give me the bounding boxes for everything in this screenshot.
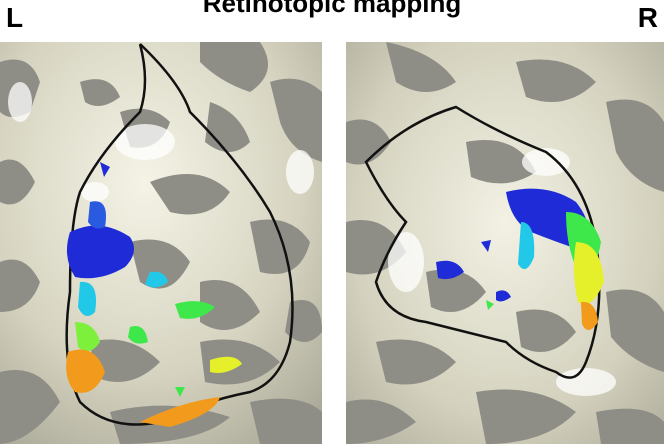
specular-highlights: [8, 82, 314, 202]
retinotopic-overlay: [436, 188, 604, 331]
map-yellow-region: [210, 356, 242, 373]
map-yellow-region: [573, 242, 604, 305]
map-blue-patch: [88, 201, 106, 229]
figure-title: Retinotopic mapping: [202, 0, 462, 18]
sulcal-patches: [346, 42, 664, 444]
visual-cortex-boundary: [364, 105, 601, 379]
sulcal-patches: [0, 42, 322, 444]
left-hemisphere-panel: [0, 42, 322, 444]
map-cyan-region: [518, 222, 535, 270]
map-blue-region: [66, 225, 134, 279]
right-hemisphere-panel: [346, 42, 664, 444]
map-orange-region: [66, 349, 105, 393]
map-green-region: [175, 301, 215, 319]
left-brain-surface-render: [0, 42, 322, 444]
left-hemisphere-label: L: [6, 2, 24, 33]
specular-highlights: [388, 148, 616, 396]
right-hemisphere-label: R: [637, 2, 658, 33]
retinotopic-overlay: [66, 162, 242, 427]
right-brain-surface-render: [346, 42, 664, 444]
map-orange-region: [581, 301, 598, 331]
map-cyan-region: [78, 281, 96, 316]
